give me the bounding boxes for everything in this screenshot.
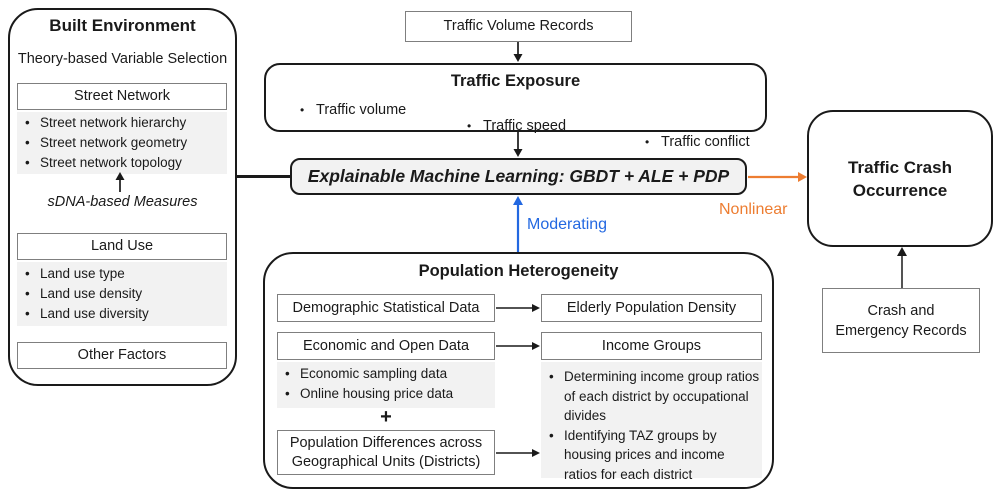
traffic-crash-line1: Traffic Crash: [848, 157, 952, 177]
bullet-item: Determining income group ratios of each …: [541, 367, 762, 426]
crash-records-line1: Crash and: [867, 302, 935, 319]
street-network-box: Street Network: [17, 83, 227, 110]
crash-records-line2: Emergency Records: [835, 322, 967, 339]
arrow-up-icon: [113, 172, 127, 192]
arrow-up-icon: [894, 247, 910, 288]
arrow-down-icon: [510, 42, 526, 63]
nonlinear-label: Nonlinear: [719, 201, 788, 218]
traffic-crash-line2: Occurrence: [852, 180, 948, 200]
bullet-item: Online housing price data: [277, 384, 495, 404]
land-use-bullets: Land use type Land use density Land use …: [17, 262, 227, 326]
bullet-item: Identifying TAZ groups by housing prices…: [541, 426, 762, 485]
demographic-data-box: Demographic Statistical Data: [277, 294, 495, 322]
traffic-crash-box: Traffic Crash Occurrence: [807, 110, 993, 247]
economic-bullets: Economic sampling data Online housing pr…: [277, 362, 495, 408]
arrow-right-icon: [496, 301, 541, 315]
arrow-right-icon: [496, 446, 541, 460]
bullet-item: Economic sampling data: [277, 364, 495, 384]
population-heterogeneity-title: Population Heterogeneity: [418, 262, 619, 280]
bullet-item: Land use type: [17, 264, 227, 284]
explainable-ml-box: Explainable Machine Learning: GBDT + ALE…: [290, 158, 747, 195]
variable-selection-subtitle: Theory-based Variable Selection: [17, 51, 228, 67]
traffic-exposure-bullet: Traffic speed: [465, 118, 1000, 134]
traffic-volume-records-box: Traffic Volume Records: [405, 11, 632, 42]
connector-built-env-to-ml: [237, 175, 290, 178]
bullet-item: Land use density: [17, 284, 227, 304]
bullet-item: Street network topology: [17, 153, 227, 173]
other-factors-box: Other Factors: [17, 342, 227, 369]
arrow-right-icon: [496, 339, 541, 353]
traffic-exposure-title: Traffic Exposure: [450, 72, 581, 90]
traffic-exposure-bullet: Traffic conflict: [643, 134, 1000, 150]
street-network-bullets: Street network hierarchy Street network …: [17, 112, 227, 174]
arrow-up-moderating-icon: [510, 196, 526, 253]
sdna-measures-note: sDNA-based Measures: [47, 194, 198, 210]
arrow-right-nonlinear-icon: [748, 169, 808, 185]
income-groups-box: Income Groups: [541, 332, 762, 360]
population-differences-box: Population Differences across Geographic…: [277, 430, 495, 475]
plus-symbol: +: [380, 406, 392, 428]
traffic-exposure-bullet: Traffic volume: [298, 102, 1000, 118]
bullet-item: Street network hierarchy: [17, 113, 227, 133]
bullet-item: Land use diversity: [17, 304, 227, 324]
economic-open-data-box: Economic and Open Data: [277, 332, 495, 360]
elderly-density-box: Elderly Population Density: [541, 294, 762, 322]
moderating-label: Moderating: [527, 216, 608, 233]
land-use-box: Land Use: [17, 233, 227, 260]
built-environment-title: Built Environment: [49, 16, 196, 35]
arrow-down-icon: [510, 132, 526, 158]
income-bullets: Determining income group ratios of each …: [541, 362, 762, 482]
crash-records-box: Crash and Emergency Records: [822, 288, 980, 353]
bullet-item: Street network geometry: [17, 133, 227, 153]
